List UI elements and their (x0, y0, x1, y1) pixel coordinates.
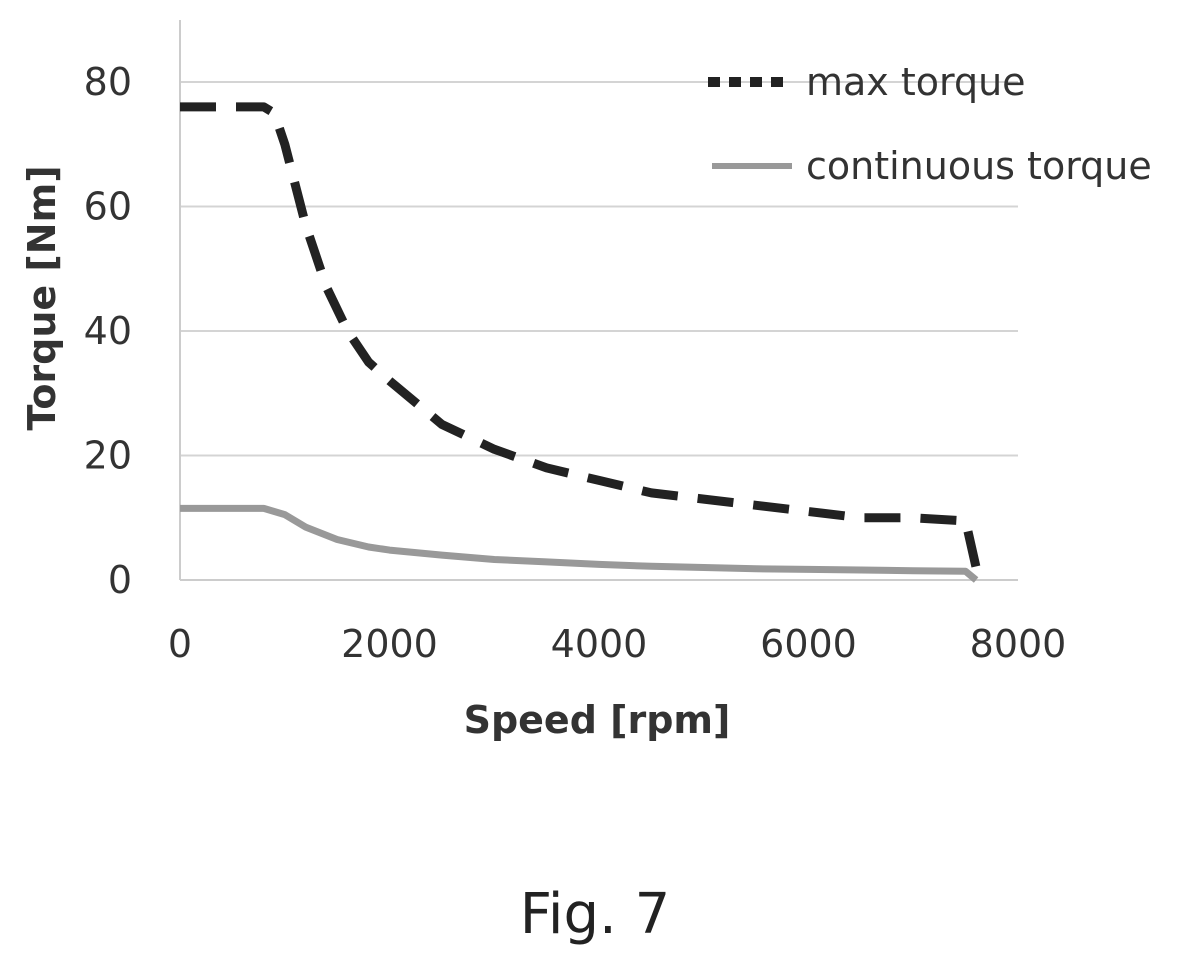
x-tick-label: 2000 (341, 622, 438, 666)
figure-caption: Fig. 7 (520, 882, 670, 947)
y-tick-labels: 0 20 40 60 80 (84, 60, 132, 602)
x-tick-label: 6000 (760, 622, 857, 666)
series-line-continuous-torque (180, 504, 979, 583)
x-tick-label: 0 (168, 622, 192, 666)
y-tick-label: 40 (84, 309, 132, 353)
x-axis-title: Speed [rpm] (464, 698, 731, 742)
grid-lines (180, 81, 1018, 457)
series-line-max-torque (180, 102, 981, 569)
y-tick-label: 0 (108, 558, 132, 602)
legend-label: continuous torque (806, 144, 1152, 188)
legend: max torque continuous torque (708, 60, 1152, 188)
legend-label: max torque (806, 60, 1026, 104)
x-tick-labels: 0 2000 4000 6000 8000 (168, 622, 1066, 666)
x-tick-label: 8000 (970, 622, 1067, 666)
y-tick-label: 20 (84, 434, 132, 478)
y-tick-label: 60 (84, 185, 132, 229)
x-tick-label: 4000 (551, 622, 648, 666)
series-layer (180, 102, 981, 583)
y-axis-title: Torque [Nm] (20, 165, 64, 430)
y-tick-label: 80 (84, 60, 132, 104)
